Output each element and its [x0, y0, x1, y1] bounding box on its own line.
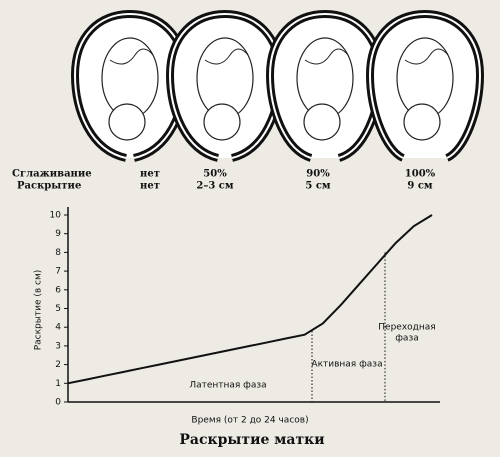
stage-value: 2–3 см	[196, 181, 233, 192]
phase-label: Переходная	[378, 323, 435, 333]
y-tick-label: 9	[55, 229, 61, 239]
fetus-limb	[204, 48, 249, 65]
y-tick-label: 6	[55, 285, 61, 295]
y-tick-label: 7	[55, 267, 61, 277]
y-tick-label: 2	[55, 360, 61, 370]
phase-label: Латентная фаза	[189, 381, 266, 391]
stage-value: 5 см	[305, 181, 331, 192]
y-tick-label: 5	[55, 304, 61, 314]
y-tick-label: 10	[50, 211, 62, 221]
x-axis-label: Время (от 2 до 24 часов)	[191, 416, 308, 426]
fetus-limb	[304, 48, 349, 65]
fetus-head	[203, 103, 241, 141]
row-label: Раскрытие	[17, 181, 81, 192]
fetus-head	[403, 103, 441, 141]
uterus-inner	[368, 12, 482, 159]
fetus-head	[303, 103, 341, 141]
phase-label: фаза	[395, 334, 419, 344]
stage-value: 90%	[306, 169, 330, 180]
y-tick-label: 4	[55, 323, 61, 333]
y-tick-label: 8	[55, 248, 61, 258]
phase-label: Активная фаза	[311, 360, 382, 370]
stage-value: нет	[140, 169, 160, 180]
y-tick-label: 3	[55, 341, 61, 351]
stage-value: 9 см	[407, 181, 433, 192]
fetus-limb	[109, 48, 154, 65]
stage-value: 100%	[405, 169, 436, 180]
y-tick-label: 1	[55, 379, 61, 389]
stage-value: 50%	[203, 169, 227, 180]
line	[67, 214, 433, 385]
stage-value: нет	[140, 181, 160, 192]
y-axis-label: Раскрытие (в см)	[34, 270, 44, 351]
illustrations	[70, 9, 485, 162]
row-label: Сглаживание	[12, 169, 92, 180]
fetus-head	[108, 103, 146, 141]
fetus-limb	[404, 48, 449, 65]
chart-title: Раскрытие матки	[179, 432, 324, 448]
y-tick-label: 0	[55, 398, 61, 408]
